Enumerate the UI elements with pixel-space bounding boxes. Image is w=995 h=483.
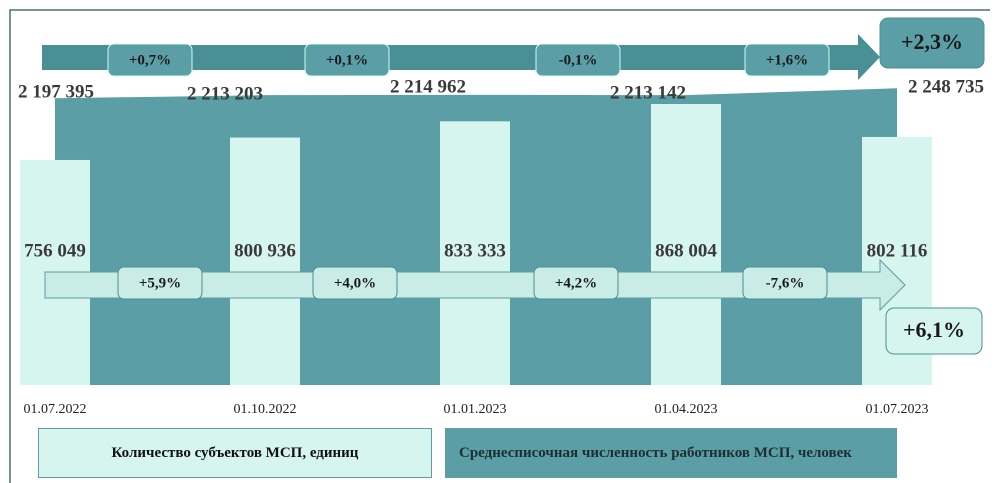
change-box bbox=[742, 266, 828, 300]
change-box bbox=[107, 43, 193, 77]
bar-value-label: 802 116 bbox=[867, 240, 928, 261]
area-value-label: 2 197 395 bbox=[18, 81, 94, 102]
frame bbox=[9, 9, 990, 483]
x-tick-label: 01.07.2022 bbox=[24, 402, 87, 417]
change-box bbox=[535, 43, 621, 77]
change-label: +5,9% bbox=[139, 275, 181, 291]
change-box bbox=[312, 266, 398, 300]
change-label: +0,1% bbox=[326, 52, 368, 68]
bar-value-label: 756 049 bbox=[24, 240, 86, 261]
change-box bbox=[533, 266, 619, 300]
change-label: +4,2% bbox=[555, 275, 597, 291]
change-box bbox=[879, 17, 985, 69]
x-tick-label: 01.01.2023 bbox=[444, 402, 507, 417]
legend-item: Количество субъектов МСП, единиц bbox=[38, 428, 432, 478]
change-box bbox=[744, 43, 830, 77]
bar bbox=[230, 137, 300, 385]
change-label: +1,6% bbox=[766, 52, 808, 68]
legend-item: Среднесписочная численность работников М… bbox=[445, 428, 897, 478]
change-label: +2,3% bbox=[901, 29, 963, 54]
change-box bbox=[304, 43, 390, 77]
change-label: +4,0% bbox=[334, 275, 376, 291]
x-tick-label: 01.07.2023 bbox=[866, 402, 929, 417]
change-box bbox=[885, 307, 983, 355]
bar bbox=[651, 103, 721, 386]
change-label: +0,7% bbox=[129, 52, 171, 68]
x-tick-label: 01.04.2023 bbox=[655, 402, 718, 417]
bar bbox=[440, 121, 510, 385]
change-box bbox=[117, 266, 203, 300]
change-label: +6,1% bbox=[903, 317, 965, 342]
area-value-label: 2 213 142 bbox=[610, 82, 686, 103]
area-value-label: 2 214 962 bbox=[390, 76, 466, 97]
change-label: -0,1% bbox=[559, 52, 598, 68]
area-value-label: 2 248 735 bbox=[908, 76, 984, 97]
bar-value-label: 833 333 bbox=[444, 240, 506, 261]
top-arrow bbox=[42, 34, 880, 80]
bar-value-label: 800 936 bbox=[234, 240, 296, 261]
bar-value-label: 868 004 bbox=[655, 240, 717, 261]
change-label: -7,6% bbox=[766, 275, 805, 291]
x-tick-label: 01.10.2022 bbox=[234, 402, 297, 417]
area-value-label: 2 213 203 bbox=[187, 83, 263, 104]
